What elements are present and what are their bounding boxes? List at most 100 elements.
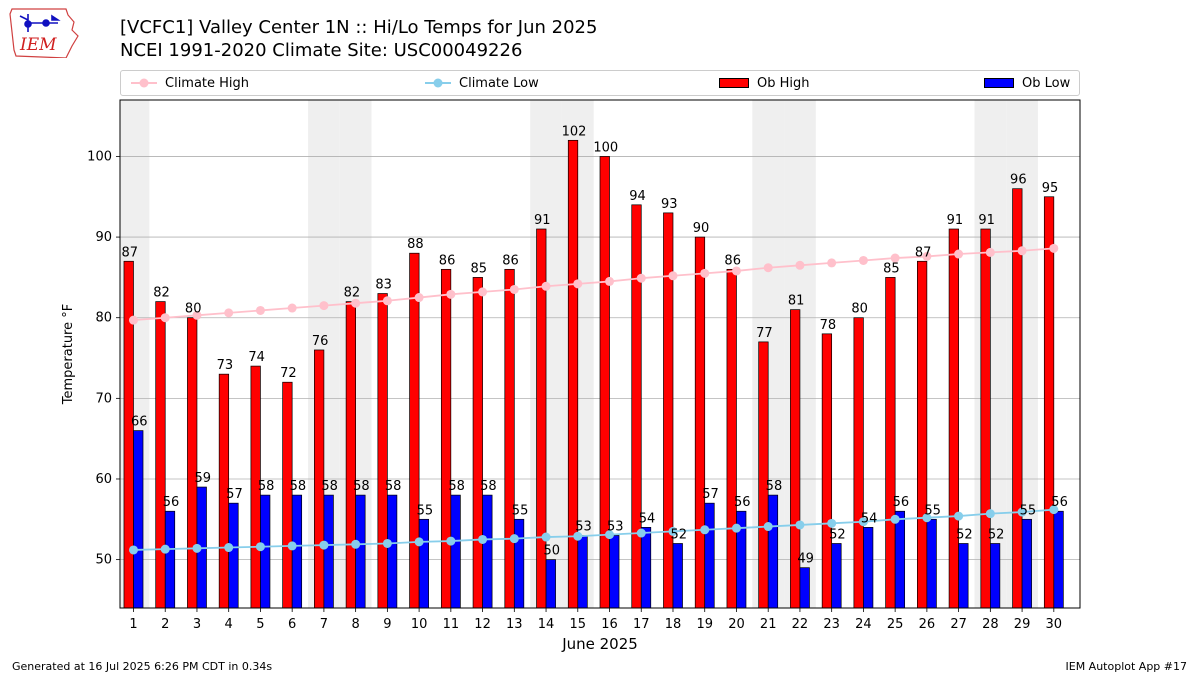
ob-high-label: 95: [1042, 181, 1059, 196]
ob-low-label: 55: [417, 503, 434, 518]
ob-high-label: 72: [280, 366, 297, 381]
ob-high-label: 80: [185, 302, 202, 317]
climate-low-point: [224, 543, 234, 553]
ob-high-label: 82: [344, 286, 361, 301]
legend-climate-high-label: Climate High: [165, 75, 250, 91]
ob-high-label: 82: [153, 286, 170, 301]
climate-low-point: [890, 514, 900, 524]
climate-high-point: [478, 287, 488, 297]
ob-high-label: 80: [851, 302, 868, 317]
y-tick-label: 80: [95, 311, 112, 326]
climate-high-line: [133, 247, 1054, 322]
climate-low-point: [954, 511, 964, 521]
x-tick-label: 28: [982, 617, 999, 632]
y-tick-label: 100: [87, 149, 112, 164]
x-tick-label: 30: [1046, 617, 1063, 632]
ob-high-label: 100: [593, 140, 618, 155]
ob-high-bar: [821, 333, 833, 609]
ob-low-bar: [958, 543, 969, 609]
ob-high-bar: [917, 260, 928, 609]
x-tick-label: 16: [601, 617, 618, 632]
climate-lines: [128, 243, 1059, 555]
ob-low-bar: [640, 527, 652, 609]
x-tick-label: 12: [474, 617, 491, 632]
climate-high-point: [763, 263, 773, 273]
ob-low-label: 59: [194, 471, 211, 486]
ob-low-bar: [228, 502, 239, 609]
ob-low-label: 52: [829, 527, 846, 542]
ob-low-bar: [133, 430, 144, 609]
ob-high-label: 81: [788, 294, 805, 309]
ob-low-label: 55: [512, 503, 529, 518]
ob-low-label: 56: [734, 495, 751, 510]
climate-low-point: [668, 526, 678, 536]
bars: [123, 139, 1064, 609]
climate-high-point: [255, 305, 265, 315]
climate-low-point: [382, 538, 392, 548]
climate-high-point: [985, 247, 995, 257]
ob-high-bar: [980, 228, 991, 609]
climate-high-point: [446, 289, 456, 299]
ob-low-bar: [926, 518, 937, 609]
ob-low-label: 58: [353, 479, 370, 494]
ob-high-label: 93: [661, 197, 678, 212]
ob-high-bar: [187, 317, 198, 609]
climate-low-point: [700, 525, 710, 535]
ob-low-bar: [577, 535, 588, 609]
x-tick-label: 15: [570, 617, 587, 632]
ob-low-bar: [1053, 510, 1064, 609]
x-axis-label: June 2025: [561, 635, 638, 653]
ob-low-label: 54: [639, 511, 656, 526]
x-tick-label: 22: [792, 617, 809, 632]
ob-high-label: 96: [1010, 173, 1027, 188]
climate-low-point: [255, 542, 265, 552]
ob-low-bar: [482, 494, 493, 609]
y-axis-label: Temperature °F: [61, 304, 76, 405]
ob-low-label: 55: [1020, 503, 1037, 518]
climate-high-point: [414, 293, 424, 303]
ob-low-bar: [260, 494, 271, 609]
climate-high-point: [287, 303, 297, 313]
ob-low-label: 55: [924, 503, 941, 518]
climate-low-point: [795, 520, 805, 530]
climate-high-point: [636, 273, 646, 283]
climate-high-point: [1049, 243, 1059, 253]
ob-high-label: 87: [121, 245, 138, 260]
ob-low-label: 58: [321, 479, 338, 494]
climate-low-point: [414, 537, 424, 547]
climate-high-point: [1017, 246, 1027, 256]
legend-ob-low: Ob Low: [984, 71, 1070, 95]
ob-high-label: 85: [471, 261, 488, 276]
ob-high-bar: [377, 293, 388, 609]
x-tick-label: 7: [320, 617, 328, 632]
climate-low-point: [478, 534, 488, 544]
climate-low-point: [605, 530, 615, 540]
ob-low-label: 52: [956, 527, 973, 542]
ob-low-bar: [672, 543, 683, 609]
ob-low-bar: [513, 518, 525, 609]
climate-high-point: [192, 310, 202, 320]
climate-low-marker-icon: [425, 78, 451, 88]
x-tick-label: 1: [129, 617, 137, 632]
ob-high-bar: [282, 381, 293, 609]
ob-low-bar: [767, 494, 779, 609]
iowa-outline-icon: [9, 8, 79, 58]
ob-low-label: 58: [290, 479, 307, 494]
x-tick-label: 25: [887, 617, 904, 632]
climate-high-point: [922, 251, 932, 261]
ob-low-label: 66: [131, 415, 148, 430]
ob-low-label: 58: [258, 479, 275, 494]
climate-high-point: [890, 253, 900, 263]
climate-low-point: [1049, 505, 1059, 515]
ob-high-label: 83: [375, 278, 392, 293]
ob-low-swatch-icon: [984, 78, 1014, 88]
climate-high-point: [605, 276, 615, 286]
ob-high-label: 88: [407, 237, 424, 252]
ob-high-label: 91: [978, 213, 995, 228]
legend-climate-low-label: Climate Low: [459, 75, 539, 91]
ob-high-bar: [948, 228, 959, 609]
climate-low-point: [319, 540, 329, 550]
legend-ob-high-label: Ob High: [757, 75, 810, 91]
climate-high-point: [382, 296, 392, 306]
